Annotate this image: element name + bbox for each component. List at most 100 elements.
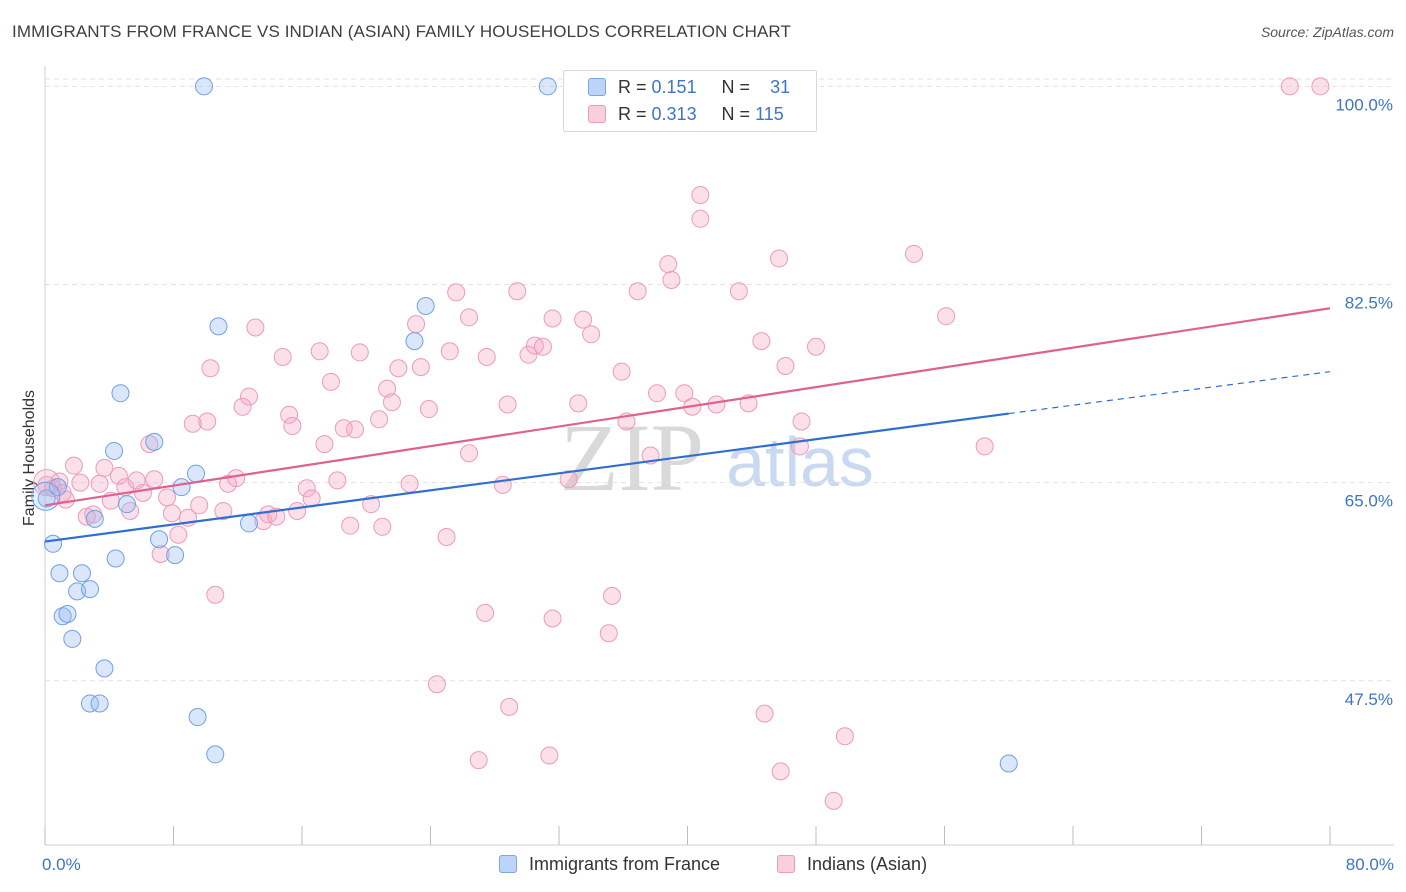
indians-point bbox=[227, 469, 246, 488]
indians-point bbox=[519, 345, 538, 364]
france-point bbox=[63, 629, 82, 648]
indians-point bbox=[328, 471, 347, 490]
correlation-legend: R = 0.151 N = 31 R = 0.313 N = 115 bbox=[563, 70, 817, 132]
indians-point bbox=[543, 309, 562, 328]
indians-point bbox=[807, 337, 825, 356]
france-point bbox=[117, 495, 136, 514]
indians-point bbox=[533, 337, 552, 356]
france-point bbox=[105, 441, 124, 460]
y-tick-label: 82.5% bbox=[1345, 293, 1393, 312]
france-trend-line bbox=[44, 412, 1009, 543]
indians-point bbox=[169, 525, 188, 544]
indians-point bbox=[239, 387, 258, 406]
indians-point bbox=[824, 791, 843, 810]
france-trend-extension bbox=[1008, 371, 1331, 415]
indians-point bbox=[273, 347, 292, 366]
indians-point bbox=[373, 517, 392, 536]
indians-point bbox=[362, 495, 381, 514]
indians-point bbox=[460, 308, 479, 327]
indians-point bbox=[288, 501, 307, 520]
france-point bbox=[186, 464, 205, 483]
indians-point bbox=[201, 359, 220, 378]
legend-row-france: R = 0.151 N = 31 bbox=[588, 75, 790, 99]
indians-point bbox=[162, 504, 181, 523]
indians-point bbox=[346, 420, 365, 439]
indians-point bbox=[755, 704, 774, 723]
indians-point bbox=[498, 395, 517, 414]
indians-point bbox=[691, 186, 710, 205]
indians-point bbox=[937, 307, 956, 326]
indians-point bbox=[389, 359, 408, 378]
indians-point bbox=[508, 282, 527, 301]
indians-point bbox=[214, 501, 233, 520]
indians-swatch bbox=[588, 105, 606, 123]
france-point bbox=[58, 605, 77, 623]
indians-point bbox=[469, 751, 488, 770]
indians-point bbox=[1280, 77, 1299, 96]
grid-lines bbox=[45, 78, 1394, 682]
indians-point bbox=[370, 410, 389, 429]
indians-point bbox=[382, 393, 401, 412]
indians-point bbox=[729, 282, 748, 301]
indians-point bbox=[427, 675, 446, 694]
indians-point bbox=[151, 544, 170, 563]
indians-point bbox=[707, 395, 726, 414]
indians-point bbox=[770, 249, 789, 268]
france-point bbox=[405, 332, 424, 351]
trend-lines bbox=[44, 307, 1331, 543]
france-point bbox=[150, 530, 169, 549]
indians-point bbox=[476, 603, 495, 622]
indians-point bbox=[95, 458, 114, 477]
axes bbox=[44, 66, 1394, 846]
indians-point bbox=[400, 474, 419, 493]
france-point bbox=[172, 478, 191, 497]
indians-point bbox=[582, 325, 601, 344]
indians-point bbox=[315, 435, 334, 454]
france-point bbox=[999, 754, 1018, 773]
france-legend-swatch bbox=[499, 855, 517, 873]
indians-point bbox=[283, 417, 302, 436]
watermark-atlas: atlas bbox=[726, 423, 874, 501]
legend-row-indians: R = 0.313 N = 115 bbox=[588, 102, 784, 126]
indians-point bbox=[71, 473, 90, 492]
indians-legend-swatch bbox=[777, 855, 795, 873]
france-point bbox=[416, 297, 435, 315]
france-legend-label: Immigrants from France bbox=[529, 853, 721, 874]
indians-point bbox=[776, 357, 795, 376]
indians-point bbox=[603, 586, 622, 605]
france-point bbox=[37, 489, 56, 508]
indians-point bbox=[460, 444, 479, 463]
indians-point bbox=[675, 384, 694, 403]
indians-point bbox=[280, 405, 299, 424]
indians-point bbox=[233, 397, 252, 416]
indians-point bbox=[350, 343, 369, 362]
source-label: Source: ZipAtlas.com bbox=[1260, 24, 1394, 40]
indians-point bbox=[792, 412, 811, 431]
y-tick-label: 100.0% bbox=[1335, 95, 1393, 114]
indians-point bbox=[647, 384, 666, 403]
france-point bbox=[239, 514, 258, 533]
indians-point bbox=[569, 394, 588, 413]
indians-points bbox=[33, 77, 1330, 810]
indians-point bbox=[599, 624, 618, 643]
france-point bbox=[44, 534, 63, 553]
france-point bbox=[85, 509, 104, 528]
indians-point bbox=[628, 282, 647, 301]
n-label: N = bbox=[721, 103, 751, 124]
france-point bbox=[111, 384, 130, 403]
france-point bbox=[95, 659, 114, 678]
france-point bbox=[106, 549, 125, 568]
indians-point bbox=[440, 342, 459, 361]
indians-legend-label: Indians (Asian) bbox=[807, 853, 928, 874]
indians-point bbox=[109, 466, 128, 485]
y-tick-label: 47.5% bbox=[1345, 690, 1393, 709]
indians-point bbox=[206, 585, 225, 604]
indians-point bbox=[90, 474, 109, 493]
indians-point bbox=[659, 255, 678, 274]
indians-point bbox=[662, 270, 681, 289]
indians-point bbox=[198, 412, 217, 431]
indians-point bbox=[133, 483, 152, 502]
indians-point bbox=[771, 762, 790, 781]
indians-point bbox=[691, 209, 710, 228]
